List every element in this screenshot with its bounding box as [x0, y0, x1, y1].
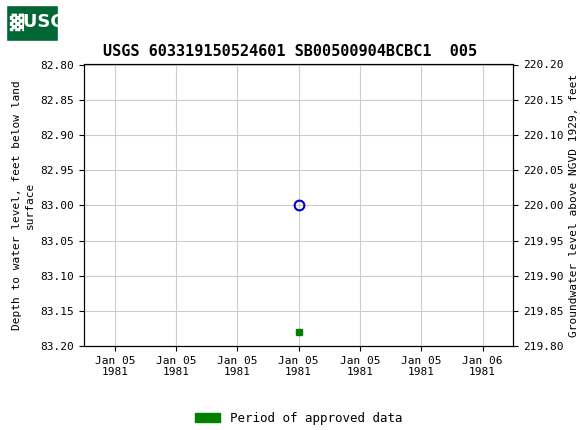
Legend: Period of approved data: Period of approved data [190, 407, 407, 430]
Text: USGS 603319150524601 SB00500904BCBC1  005: USGS 603319150524601 SB00500904BCBC1 005 [103, 44, 477, 59]
Y-axis label: Depth to water level, feet below land
surface: Depth to water level, feet below land su… [12, 80, 35, 330]
Y-axis label: Groundwater level above NGVD 1929, feet: Groundwater level above NGVD 1929, feet [569, 74, 579, 337]
Text: ▓USGS: ▓USGS [9, 12, 78, 31]
FancyBboxPatch shape [6, 4, 58, 41]
